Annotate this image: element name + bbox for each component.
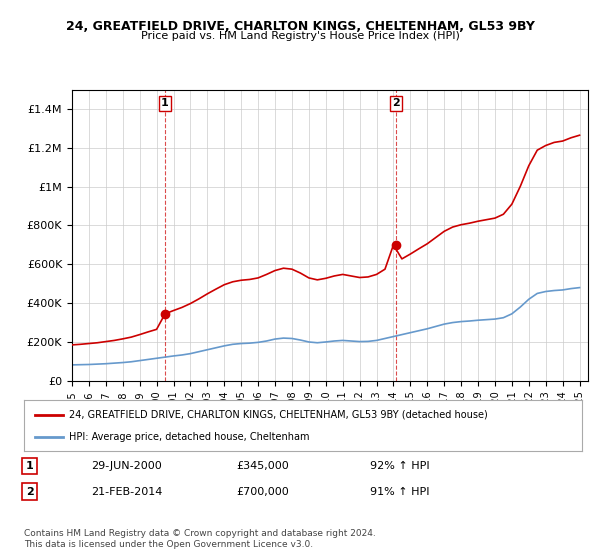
Text: Price paid vs. HM Land Registry's House Price Index (HPI): Price paid vs. HM Land Registry's House … xyxy=(140,31,460,41)
Text: Contains HM Land Registry data © Crown copyright and database right 2024.: Contains HM Land Registry data © Crown c… xyxy=(24,529,376,538)
Text: 24, GREATFIELD DRIVE, CHARLTON KINGS, CHELTENHAM, GL53 9BY: 24, GREATFIELD DRIVE, CHARLTON KINGS, CH… xyxy=(65,20,535,32)
Text: £345,000: £345,000 xyxy=(236,461,289,471)
Text: £700,000: £700,000 xyxy=(236,487,289,497)
Text: 24, GREATFIELD DRIVE, CHARLTON KINGS, CHELTENHAM, GL53 9BY (detached house): 24, GREATFIELD DRIVE, CHARLTON KINGS, CH… xyxy=(68,409,487,419)
Text: 29-JUN-2000: 29-JUN-2000 xyxy=(91,461,162,471)
Text: 91% ↑ HPI: 91% ↑ HPI xyxy=(370,487,430,497)
Text: 2: 2 xyxy=(392,99,400,108)
Text: 92% ↑ HPI: 92% ↑ HPI xyxy=(370,461,430,471)
Text: 1: 1 xyxy=(26,461,34,471)
Text: 2: 2 xyxy=(26,487,34,497)
Text: 1: 1 xyxy=(161,99,169,108)
Text: This data is licensed under the Open Government Licence v3.0.: This data is licensed under the Open Gov… xyxy=(24,540,313,549)
Text: HPI: Average price, detached house, Cheltenham: HPI: Average price, detached house, Chel… xyxy=(68,432,309,442)
Text: 21-FEB-2014: 21-FEB-2014 xyxy=(91,487,163,497)
